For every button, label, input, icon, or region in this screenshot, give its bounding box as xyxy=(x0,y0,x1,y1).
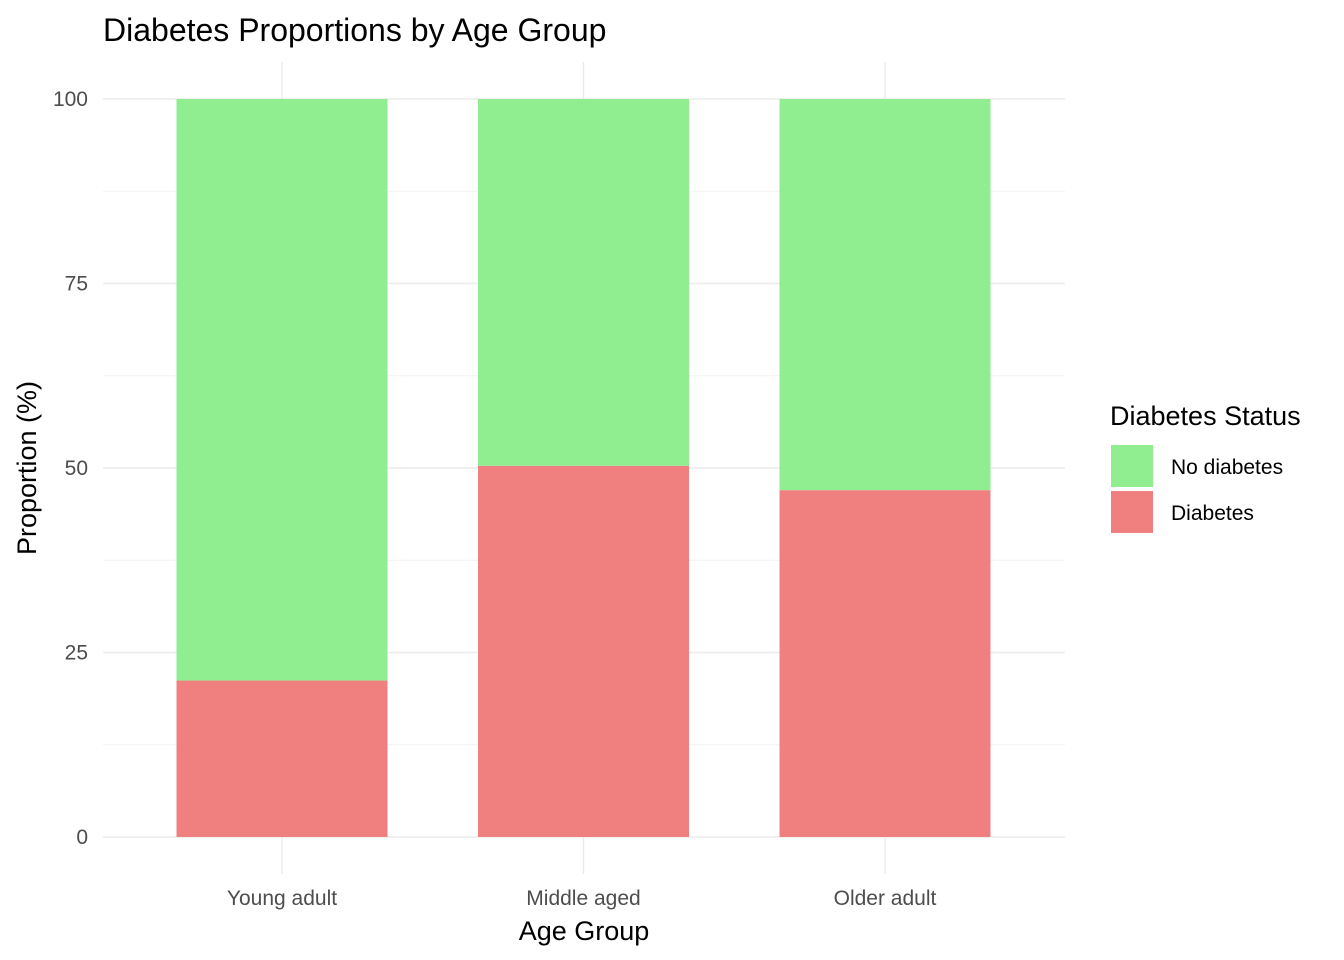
bars xyxy=(176,99,991,837)
bar-no-diabetes-older-adult xyxy=(779,99,991,491)
legend-label: No diabetes xyxy=(1171,456,1283,479)
y-tick-label: 75 xyxy=(65,273,88,296)
legend-swatch xyxy=(1111,445,1153,487)
bar-diabetes-older-adult xyxy=(779,490,991,837)
x-tick-label: Middle aged xyxy=(526,887,640,910)
legend-label: Diabetes xyxy=(1171,502,1254,525)
bar-diabetes-young-adult xyxy=(176,680,388,837)
y-tick-label: 100 xyxy=(53,88,88,111)
bar-no-diabetes-young-adult xyxy=(176,99,388,681)
y-tick-label: 50 xyxy=(65,457,88,480)
x-axis-title: Age Group xyxy=(519,916,650,946)
y-tick-label: 0 xyxy=(76,826,88,849)
chart-title: Diabetes Proportions by Age Group xyxy=(103,12,606,48)
legend: Diabetes Status No diabetes Diabetes xyxy=(1110,401,1301,533)
y-axis-ticks: 0 25 50 75 100 xyxy=(53,88,88,849)
bar-diabetes-middle-aged xyxy=(478,465,689,837)
legend-swatch xyxy=(1111,491,1153,533)
x-tick-label: Young adult xyxy=(227,887,337,910)
y-tick-label: 25 xyxy=(65,642,88,665)
x-tick-label: Older adult xyxy=(834,887,937,910)
legend-title: Diabetes Status xyxy=(1110,401,1301,431)
y-axis-title: Proportion (%) xyxy=(12,381,42,555)
bar-no-diabetes-middle-aged xyxy=(478,99,689,466)
x-axis-ticks: Young adult Middle aged Older adult xyxy=(227,887,937,910)
